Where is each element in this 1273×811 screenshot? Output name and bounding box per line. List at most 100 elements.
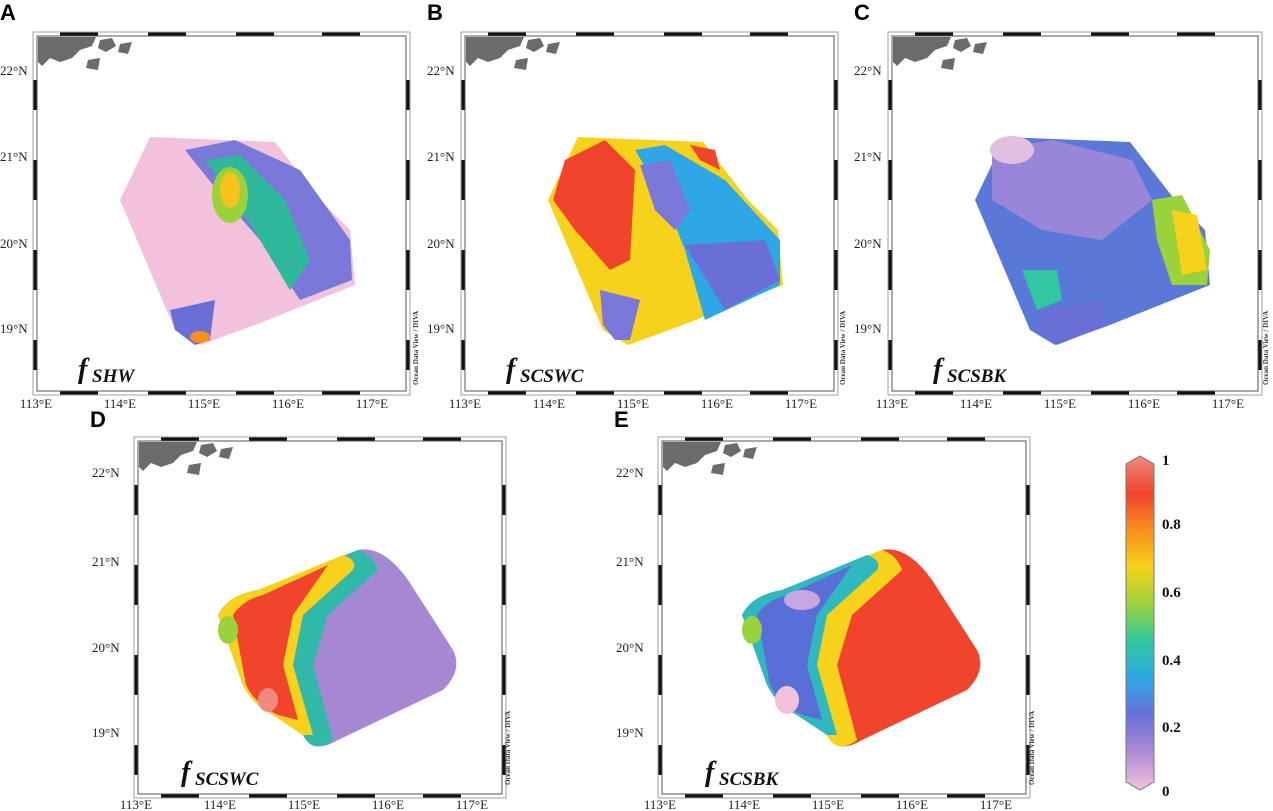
lon-label: 115°E [1044,396,1076,408]
lon-label: 115°E [812,797,844,811]
source-credit: Ocean Data View / DIVA [1262,311,1270,385]
colorbar-label: 0 [1162,784,1170,800]
panel-letter: C [854,0,870,25]
lon-label: 117°E [1212,396,1244,408]
lat-label: 21°N [0,149,28,164]
lat-label: 21°N [616,554,644,569]
coastline-land [893,37,987,70]
colorbar-label: 1 [1162,453,1170,469]
coastline-land [466,37,560,70]
source-credit: Ocean Data View / DIVA [839,311,847,385]
map-frame [32,31,411,396]
coastline-land [663,442,757,475]
lon-label: 114°E [204,797,236,811]
lat-label: 20°N [854,236,882,251]
colorbar-ramp [1125,455,1155,791]
lon-label: 115°E [288,797,320,811]
lon-label: 117°E [785,396,817,408]
variable-label: f [78,354,90,385]
lon-label: 116°E [272,396,304,408]
data-field [975,136,1210,345]
lon-label: 114°E [728,797,760,811]
variable-subscript: SCSBK [947,366,1007,387]
lat-label: 20°N [427,236,455,251]
lat-label: 22°N [854,63,882,78]
panel-letter: D [90,407,106,432]
lon-label: 116°E [701,396,733,408]
variable-label: f [506,354,518,385]
panel-letter: A [0,0,16,25]
lon-axis-labels: 113°E 114°E 115°E 116°E 117°E [20,396,388,408]
variable-label: f [181,757,193,788]
lat-label: 22°N [92,465,120,480]
lon-label: 116°E [1128,396,1160,408]
variable-subscript: SCSWC [195,769,259,790]
map-frame [657,436,1031,799]
map-frame [460,31,839,396]
lat-label: 19°N [92,725,120,740]
coastline-land [139,442,233,475]
colorbar-labels: 1 0.8 0.6 0.4 0.2 0 [1162,453,1181,800]
panel-letter: E [614,407,629,432]
data-field [218,549,457,747]
lon-label: 117°E [356,396,388,408]
lon-label: 113°E [120,797,152,811]
lat-label: 21°N [92,554,120,569]
lat-label: 21°N [854,149,882,164]
lon-axis-labels: 113°E 114°E 115°E 116°E 117°E [644,797,1012,811]
lat-label: 19°N [0,321,28,336]
variable-subscript: SCSBK [719,769,779,790]
variable-label: f [705,757,717,788]
data-field [548,137,783,345]
colorbar-label: 0.6 [1162,585,1181,601]
variable-subscript: SHW [92,366,135,387]
panel-b: B f SCSWC 22°N 21°N 20°N 19°N 113°E 114°… [427,0,847,408]
lon-label: 116°E [372,797,404,811]
lat-label: 20°N [92,640,120,655]
lon-label: 114°E [533,396,565,408]
source-credit: Ocean Data View / DIVA [1028,711,1036,785]
lon-label: 117°E [456,797,488,811]
lon-label: 114°E [104,396,136,408]
lat-axis-labels: 22°N 21°N 20°N 19°N [92,465,120,740]
panel-a: A f SHW 22°N 21°N 20°N 19°N 113°E 114°E [0,0,420,408]
colorbar: 1 0.8 0.6 0.4 0.2 0 [1125,453,1181,800]
lat-label: 19°N [854,321,882,336]
variable-subscript: SCSWC [520,366,584,387]
lon-label: 117°E [980,797,1012,811]
colorbar-label: 0.2 [1162,720,1181,736]
lon-axis-labels: 113°E 114°E 115°E 116°E 117°E [449,396,817,408]
lon-label: 115°E [617,396,649,408]
lat-axis-labels: 22°N 21°N 20°N 19°N [854,63,882,336]
coastline-land [38,37,132,70]
lat-label: 20°N [616,640,644,655]
panel-e: E f SCSBK 22°N 21°N 20°N 19°N 113°E 114°… [614,407,1036,811]
source-credit: Ocean Data View / DIVA [412,311,420,385]
lat-label: 21°N [427,149,455,164]
map-frame [133,436,507,799]
lon-label: 114°E [960,396,992,408]
lon-axis-labels: 113°E 114°E 115°E 116°E 117°E [120,797,488,811]
lat-label: 20°N [0,236,28,251]
lat-axis-labels: 22°N 21°N 20°N 19°N [616,465,644,740]
colorbar-label: 0.8 [1162,517,1181,533]
lat-label: 19°N [427,321,455,336]
lon-label: 113°E [20,396,52,408]
lat-label: 22°N [0,63,28,78]
lat-axis-labels: 22°N 21°N 20°N 19°N [427,63,455,336]
data-field [120,137,355,345]
lon-label: 113°E [876,396,908,408]
lat-label: 22°N [616,465,644,480]
data-field [742,549,981,747]
lat-label: 22°N [427,63,455,78]
lon-label: 115°E [188,396,220,408]
lat-axis-labels: 22°N 21°N 20°N 19°N [0,63,28,336]
lon-label: 113°E [644,797,676,811]
lon-label: 116°E [896,797,928,811]
panel-letter: B [427,0,443,25]
lon-axis-labels: 113°E 114°E 115°E 116°E 117°E [876,396,1244,408]
source-credit: Ocean Data View / DIVA [504,711,512,785]
panel-c: C f SCSBK 22°N 21°N 20°N 19°N 113°E 114°… [854,0,1270,408]
colorbar-label: 0.4 [1162,653,1181,669]
panel-d: D f SCSWC 22°N 21°N 20°N 19°N 113°E 114°… [90,407,512,811]
